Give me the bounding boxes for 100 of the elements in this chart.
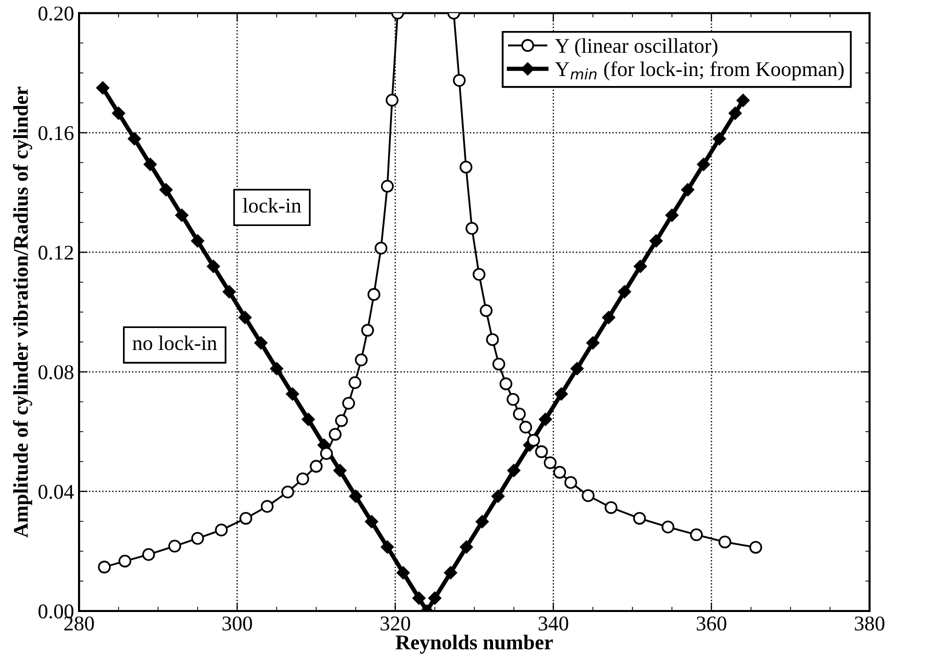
point	[749, 540, 762, 554]
point	[604, 501, 618, 514]
annotation: no lock-in	[132, 336, 217, 350]
point	[310, 460, 323, 473]
point	[507, 464, 520, 478]
point	[206, 260, 220, 273]
point	[500, 377, 512, 390]
point	[681, 183, 694, 196]
point	[452, 74, 466, 87]
y-tick-label: 0.12	[38, 246, 74, 260]
point	[296, 472, 310, 486]
x-tick-label: 360	[696, 616, 726, 631]
point	[633, 512, 646, 525]
point	[144, 158, 157, 171]
point	[618, 285, 632, 298]
point	[553, 466, 566, 479]
point	[728, 106, 742, 120]
point	[386, 94, 398, 107]
point	[564, 476, 578, 489]
x-axis-title: Reynolds number	[396, 634, 553, 654]
point	[374, 242, 388, 254]
point	[98, 560, 111, 574]
point	[736, 94, 750, 108]
point	[328, 428, 342, 441]
point	[364, 515, 378, 528]
point	[460, 540, 473, 554]
point	[260, 500, 274, 513]
point	[128, 132, 141, 146]
point	[354, 354, 368, 366]
point	[712, 132, 726, 146]
point	[480, 304, 493, 317]
point	[506, 392, 520, 406]
point	[302, 412, 315, 426]
point	[428, 592, 442, 605]
point	[238, 310, 252, 324]
x-tick-label: 340	[538, 616, 568, 631]
point	[554, 387, 568, 401]
point	[662, 520, 674, 534]
point	[239, 512, 252, 525]
point	[444, 566, 458, 580]
point	[254, 336, 268, 350]
point	[665, 208, 679, 222]
point	[168, 540, 182, 553]
point	[214, 524, 228, 536]
point	[460, 160, 472, 174]
x-tick-label: 380	[854, 616, 884, 631]
point	[368, 288, 380, 301]
annotation: lock-in	[242, 198, 302, 213]
point	[538, 412, 552, 426]
point	[582, 489, 595, 502]
point	[492, 358, 506, 370]
point	[159, 183, 173, 196]
y-axis-title: Amplitude of cylinder vibration/Radius of cylinder	[13, 86, 32, 538]
point	[342, 396, 355, 410]
point	[634, 260, 647, 273]
point	[486, 333, 499, 346]
point	[333, 464, 347, 478]
point	[380, 540, 394, 554]
point	[118, 554, 132, 568]
point	[112, 106, 126, 120]
point	[191, 532, 204, 545]
point	[348, 376, 362, 390]
x-tick-label: 320	[380, 616, 410, 631]
y-tick-label: 0.04	[38, 484, 74, 499]
x-tick-label: 280	[64, 616, 94, 631]
point	[349, 490, 362, 503]
point	[586, 336, 600, 350]
point	[519, 420, 532, 434]
point	[412, 592, 426, 605]
point	[396, 566, 410, 580]
x-tick-label: 300	[222, 616, 252, 631]
point	[286, 387, 300, 401]
point	[491, 490, 505, 503]
point	[96, 81, 110, 94]
point	[320, 447, 333, 460]
point	[602, 310, 616, 324]
point	[270, 362, 284, 376]
point	[570, 362, 584, 376]
point	[544, 456, 557, 470]
y-tick-label: 0.00	[38, 604, 74, 619]
point	[650, 234, 663, 248]
point	[512, 408, 526, 420]
legend-label: Y (linear oscillator)	[554, 38, 718, 58]
y-tick-label: 0.16	[38, 126, 74, 140]
point	[535, 445, 548, 458]
y-tick-label: 0.20	[38, 6, 74, 21]
point	[718, 536, 732, 548]
point	[175, 208, 188, 222]
point	[476, 515, 489, 528]
point	[380, 180, 394, 193]
point	[191, 234, 204, 248]
point	[222, 285, 236, 298]
point	[361, 324, 374, 337]
point	[466, 222, 478, 235]
point	[142, 548, 156, 561]
point	[472, 268, 486, 281]
point	[696, 158, 710, 171]
legend-label: Y$_{min}$ (for lock-in; from Koopman)	[554, 61, 844, 80]
point	[527, 434, 540, 447]
point	[690, 528, 703, 542]
